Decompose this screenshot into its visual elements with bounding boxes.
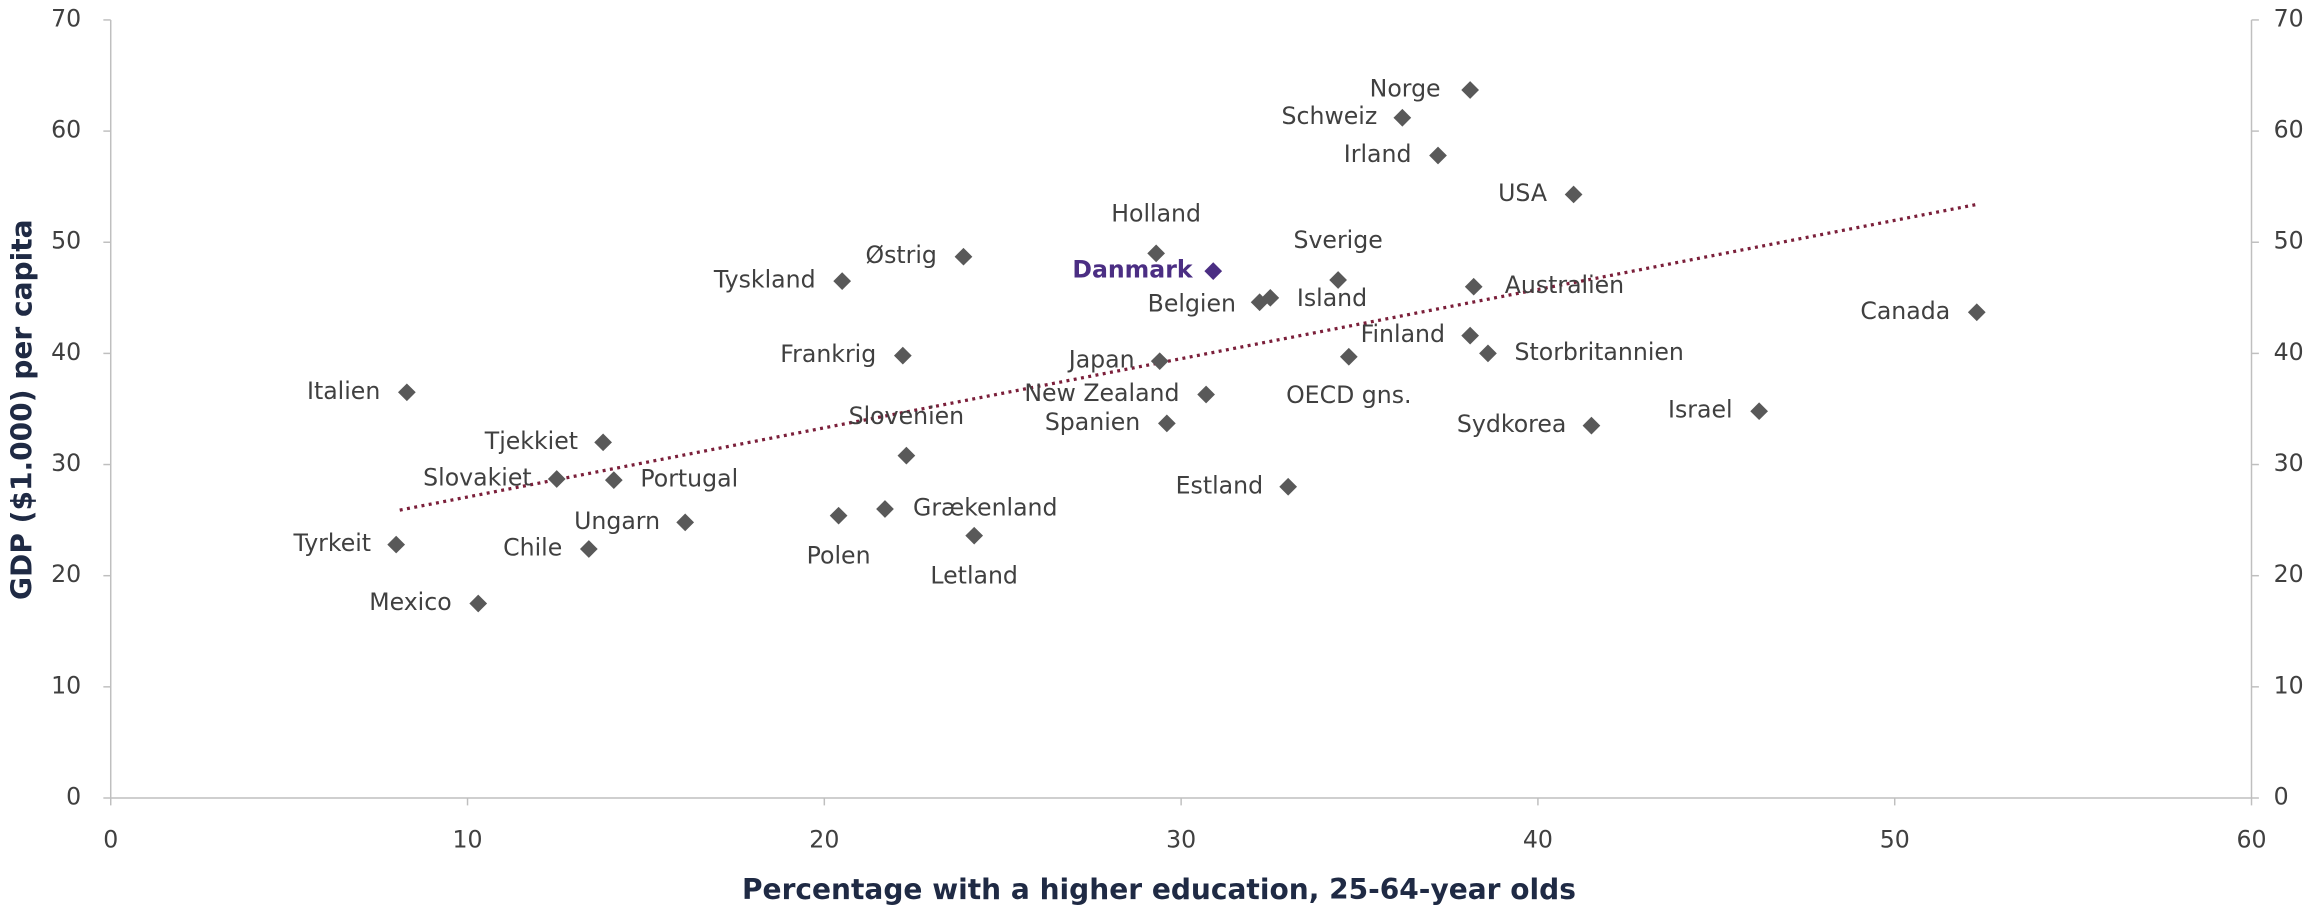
point <box>1479 344 1497 363</box>
point-label: Chile <box>503 534 562 562</box>
point-label: Portugal <box>640 465 738 493</box>
point <box>1464 277 1483 296</box>
point-label: Spanien <box>1045 408 1140 436</box>
point <box>1582 416 1601 435</box>
x-axis-title: Percentage with a higher education, 25-6… <box>742 873 1576 906</box>
y2-tick-label: 40 <box>2274 338 2304 366</box>
point-label: Ungarn <box>574 507 660 535</box>
point-label: Japan <box>1067 346 1135 374</box>
point-label: Grækenland <box>913 494 1057 522</box>
point <box>893 346 912 365</box>
point-label: Danmark <box>1072 256 1194 284</box>
y-tick-label: 0 <box>66 783 81 811</box>
y2-tick-label: 60 <box>2274 116 2304 144</box>
x-tick-label: 50 <box>1880 825 1910 853</box>
point-label: Irland <box>1344 140 1412 168</box>
point <box>833 272 852 291</box>
point <box>965 526 984 545</box>
point-label: Estland <box>1176 471 1263 499</box>
point <box>594 433 612 452</box>
y-tick-label: 30 <box>51 449 81 477</box>
y2-tick-label: 30 <box>2274 449 2304 477</box>
point <box>1279 477 1298 496</box>
y2-tick-label: 10 <box>2274 671 2304 699</box>
x-tick-label: 20 <box>809 825 839 853</box>
point <box>1204 262 1223 280</box>
point <box>1339 347 1358 366</box>
point-label: Sverige <box>1293 226 1382 254</box>
point-label: Mexico <box>369 588 451 616</box>
point <box>1750 402 1768 421</box>
trendline <box>399 202 1978 512</box>
point <box>897 446 916 465</box>
x-tick-label: 40 <box>1523 825 1553 853</box>
point-label: Canada <box>1860 297 1950 325</box>
point-label: Østrig <box>865 241 936 269</box>
y2-tick-label: 20 <box>2274 560 2304 588</box>
point <box>1564 185 1583 204</box>
point-label: Island <box>1297 284 1367 312</box>
y-tick-label: 10 <box>51 671 81 699</box>
y2-tick-label: 70 <box>2274 4 2304 32</box>
point-label: Slovakiet <box>423 463 531 491</box>
y2-tick-label: 0 <box>2274 783 2289 811</box>
point-label: Holland <box>1111 199 1201 227</box>
point-label: Israel <box>1668 396 1733 424</box>
point <box>1429 146 1447 165</box>
y-tick-label: 70 <box>51 4 81 32</box>
point-label: Storbritannien <box>1515 338 1684 366</box>
point <box>1461 326 1479 345</box>
point <box>676 513 695 532</box>
point-label: OECD gns. <box>1286 381 1411 409</box>
point <box>829 506 848 525</box>
point-label: Frankrig <box>780 340 876 368</box>
point-label: Finland <box>1361 320 1445 348</box>
point-label: Italien <box>307 377 380 405</box>
point <box>469 594 488 613</box>
y2-tick-label: 50 <box>2274 227 2304 255</box>
point-label: USA <box>1498 179 1547 207</box>
point <box>1157 414 1176 433</box>
point-label: Letland <box>930 562 1017 590</box>
x-tick-label: 60 <box>2236 825 2266 853</box>
point-label: New Zealand <box>1024 379 1179 407</box>
y-tick-label: 50 <box>51 227 81 255</box>
x-tick-label: 30 <box>1166 825 1196 853</box>
point <box>579 540 598 558</box>
x-tick-label: 10 <box>453 825 483 853</box>
point <box>954 247 973 266</box>
point-label: Tyskland <box>713 266 816 294</box>
point <box>604 471 623 489</box>
point-label: Australien <box>1505 271 1624 299</box>
y-tick-label: 40 <box>51 338 81 366</box>
point <box>1393 108 1412 127</box>
point <box>387 535 406 554</box>
point <box>547 470 566 488</box>
y-tick-label: 20 <box>51 560 81 588</box>
point <box>1197 385 1215 404</box>
y-axis-title: GDP ($1.000) per capita <box>6 219 39 600</box>
point <box>1150 352 1169 371</box>
point <box>1461 81 1479 99</box>
point <box>876 500 894 518</box>
point-label: Schweiz <box>1282 102 1378 130</box>
point-label: Sydkorea <box>1457 410 1566 438</box>
point <box>1967 303 1986 322</box>
x-tick-label: 0 <box>103 825 118 853</box>
y-tick-label: 60 <box>51 116 81 144</box>
point <box>1329 271 1347 289</box>
point-label: Slovenien <box>849 402 965 430</box>
point-label: Tyrkeit <box>292 529 371 557</box>
point <box>398 383 416 402</box>
point-label: Norge <box>1370 74 1441 102</box>
point-label: Belgien <box>1148 290 1236 318</box>
point-label: Tjekkiet <box>484 427 578 455</box>
point-label: Polen <box>807 542 871 570</box>
